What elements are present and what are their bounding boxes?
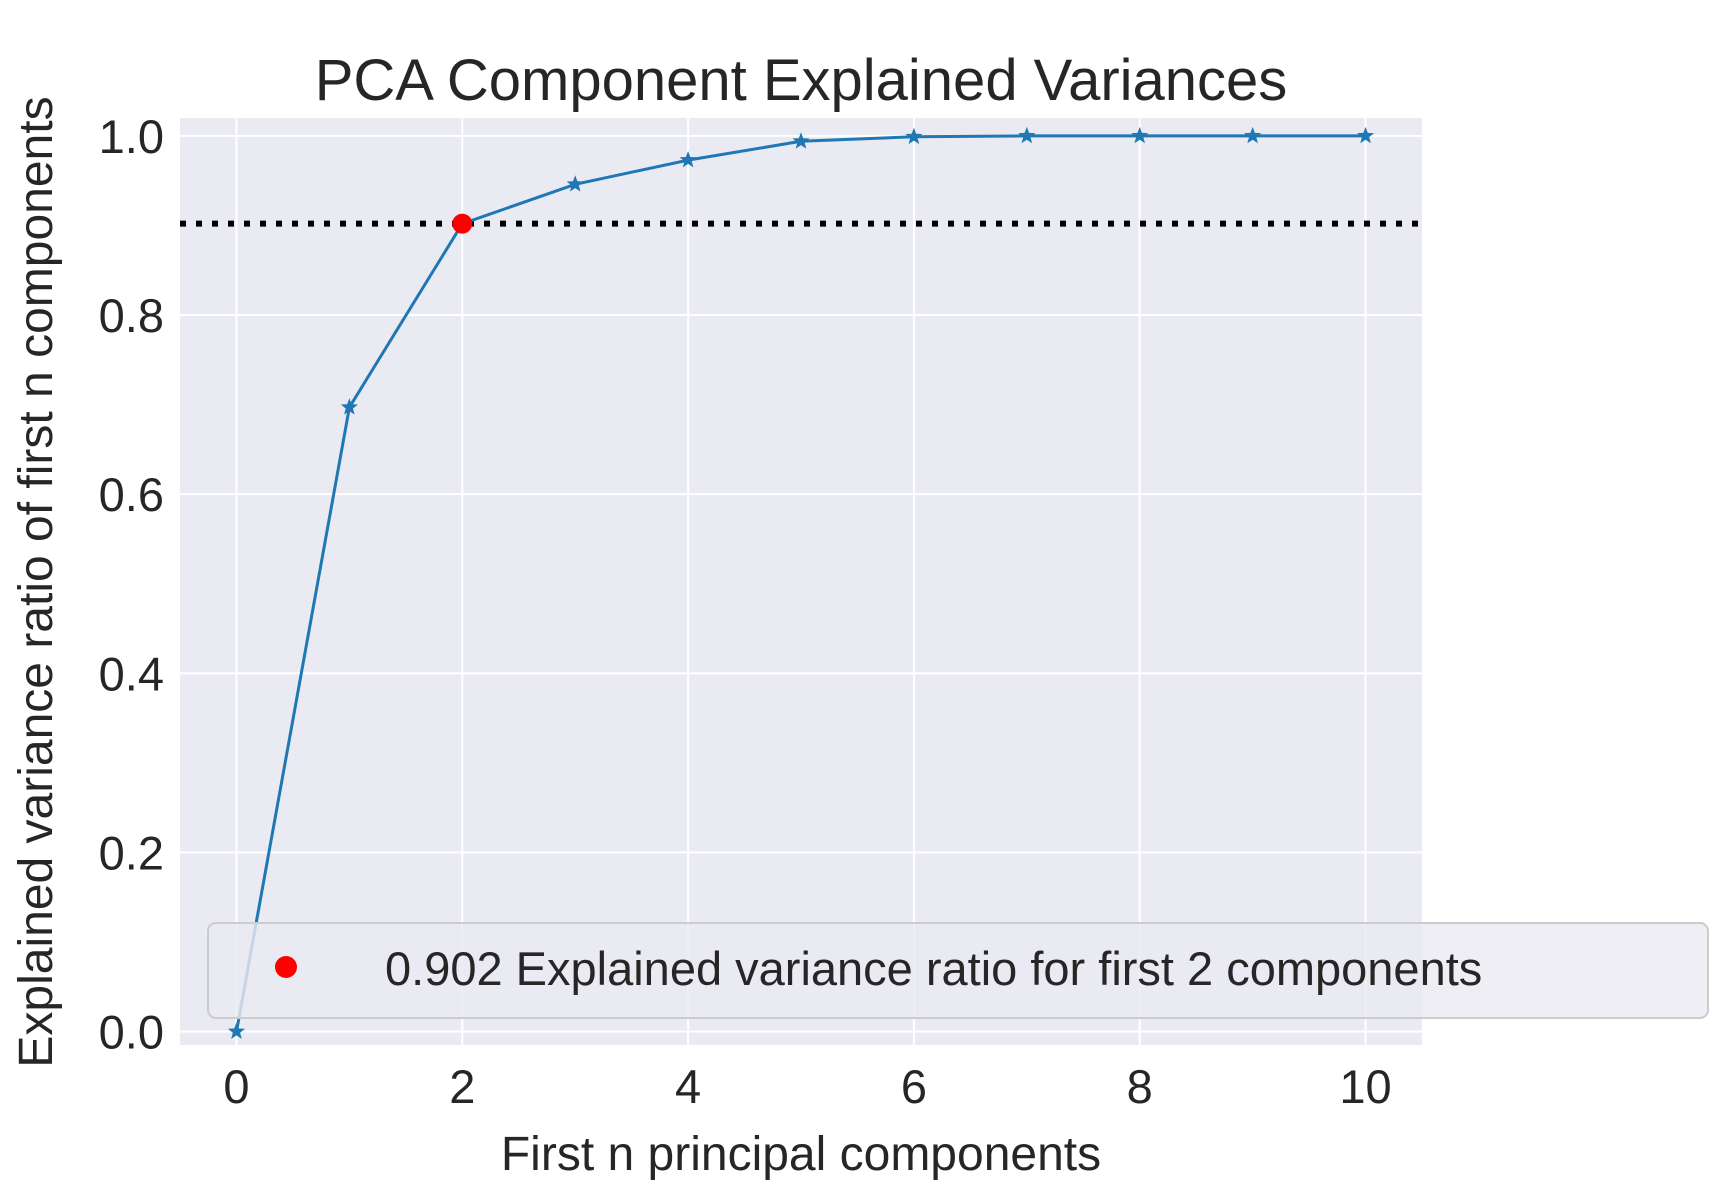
y-tick-label: 0.2 [99,826,164,879]
data-point-marker [1244,126,1262,144]
highlight-point [452,213,473,234]
y-tick-label: 0.6 [99,468,164,521]
plot-background [180,118,1422,1045]
highlight-layer [452,213,473,234]
data-point-marker [792,132,810,149]
data-point-marker [1356,126,1375,144]
data-point-marker [566,175,584,192]
legend: 0.902 Explained variance ratio for first… [207,922,1709,1019]
data-point-marker [1018,126,1036,144]
data-point-marker [1131,126,1149,144]
y-tick-label: 0.0 [99,1006,164,1059]
legend-marker [275,956,297,978]
y-tick-label: 1.0 [99,110,164,163]
x-tick-label: 6 [901,1060,927,1113]
y-axis-label: Explained variance ratio of first n comp… [10,96,63,1067]
data-point-marker [227,1022,246,1039]
chart-title: PCA Component Explained Variances [315,48,1288,113]
y-tick-labels: 0.0 0.2 0.4 0.6 0.8 1.0 [99,110,164,1059]
data-point-marker [679,151,697,168]
grid [180,118,1422,1045]
x-tick-label: 8 [1127,1060,1153,1113]
x-tick-label: 0 [223,1060,249,1113]
legend-box [207,922,1709,1019]
data-point-marker [340,398,358,415]
data-point-marker [905,127,923,145]
y-tick-label: 0.8 [99,289,164,342]
y-tick-label: 0.4 [99,647,164,700]
x-tick-label: 4 [675,1060,701,1113]
x-tick-label: 2 [449,1060,475,1113]
x-tick-labels: 0 2 4 6 8 10 [223,1060,1391,1113]
legend-label: 0.902 Explained variance ratio for first… [385,942,1482,995]
x-axis-label: First n principal components [501,1128,1101,1181]
x-tick-label: 10 [1339,1060,1391,1113]
